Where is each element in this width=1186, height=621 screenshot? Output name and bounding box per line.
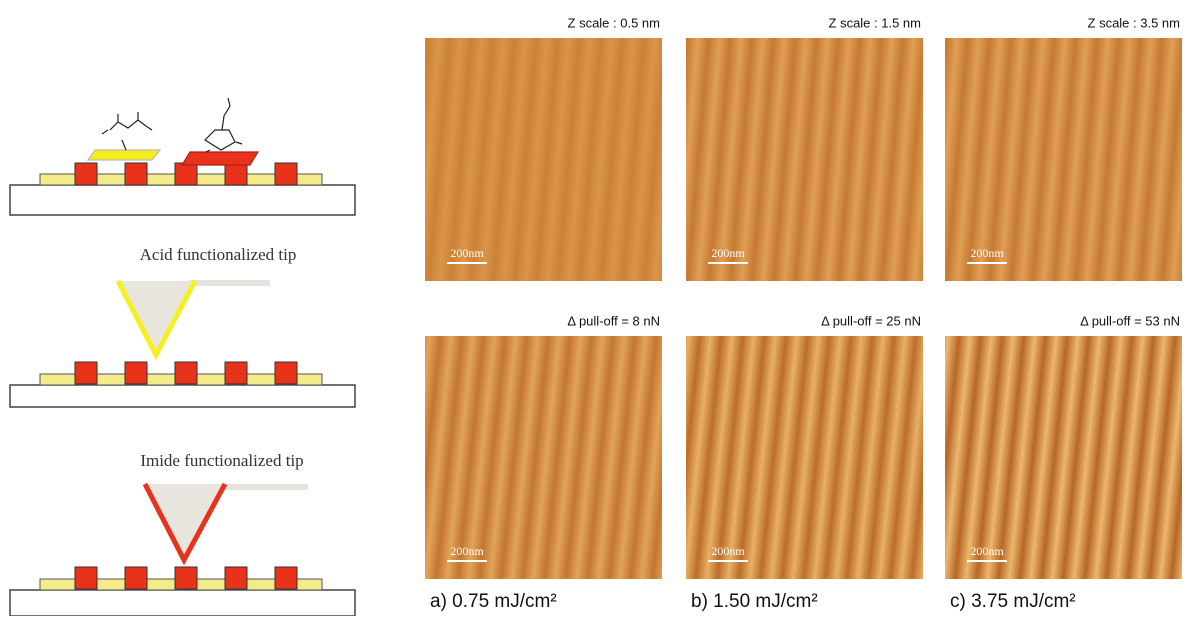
panel-header: Δ pull-off = 25 nN (821, 313, 921, 328)
imide-tip (145, 484, 308, 560)
figure: Acid functionalized tip Imide functional… (0, 0, 1186, 616)
afm-image: 200nm (686, 336, 923, 579)
panel-header: Δ pull-off = 53 nN (1080, 313, 1180, 328)
scale-bar-label: 200nm (970, 246, 1004, 260)
substrate (10, 362, 355, 407)
scale-bar-label: 200nm (450, 246, 484, 260)
afm-noise (425, 38, 662, 281)
panel-header: Z scale : 0.5 nm (568, 15, 660, 30)
afm-noise (945, 38, 1182, 281)
afm-image: 200nm (425, 38, 662, 281)
scale-bar-label: 200nm (711, 246, 745, 260)
afm-noise (945, 336, 1182, 579)
diagram: Acid functionalized tip Imide functional… (10, 98, 355, 616)
scale-bar-label: 200nm (711, 544, 745, 558)
afm-noise (686, 38, 923, 281)
scale-bar-label: 200nm (970, 544, 1004, 558)
molecules (88, 98, 258, 165)
afm-noise (425, 336, 662, 579)
panel-caption: a) 0.75 mJ/cm² (430, 591, 557, 612)
afm-image: 200nm (945, 38, 1182, 281)
afm-image: 200nm (686, 38, 923, 281)
afm-image: 200nm (945, 336, 1182, 579)
panel-caption: c) 3.75 mJ/cm² (950, 591, 1076, 612)
panel-header: Z scale : 3.5 nm (1088, 15, 1180, 30)
acid-tip (118, 280, 270, 355)
substrate (10, 163, 355, 215)
scale-bar-label: 200nm (450, 544, 484, 558)
panel-header: Δ pull-off = 8 nN (567, 313, 660, 328)
panel-caption: b) 1.50 mJ/cm² (691, 591, 818, 612)
afm-noise (686, 336, 923, 579)
tip-label: Imide functionalized tip (140, 451, 303, 470)
tip-label: Acid functionalized tip (140, 245, 297, 264)
substrate (10, 567, 355, 616)
afm-image: 200nm (425, 336, 662, 579)
panel-header: Z scale : 1.5 nm (829, 15, 921, 30)
